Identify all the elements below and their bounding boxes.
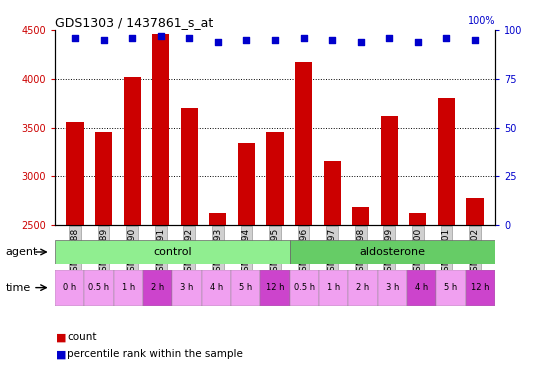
Bar	[67, 122, 84, 375]
Text: 100%: 100%	[468, 16, 495, 26]
Text: 1 h: 1 h	[122, 284, 135, 292]
Bar	[55, 270, 84, 306]
Bar	[352, 207, 369, 375]
Point	[385, 35, 394, 41]
Bar	[210, 213, 227, 375]
Point	[70, 35, 79, 41]
Text: 5 h: 5 h	[239, 284, 252, 292]
Text: time: time	[6, 283, 31, 293]
Text: 2 h: 2 h	[356, 284, 370, 292]
Bar	[55, 240, 290, 264]
Bar	[466, 270, 495, 306]
Text: 1 h: 1 h	[327, 284, 340, 292]
Point	[356, 39, 365, 45]
Bar	[181, 108, 198, 375]
Point	[299, 35, 308, 41]
Text: count: count	[67, 333, 97, 342]
Point	[242, 37, 251, 43]
Bar	[407, 270, 436, 306]
Bar	[152, 34, 169, 375]
Bar	[409, 213, 426, 375]
Text: 3 h: 3 h	[386, 284, 399, 292]
Text: 3 h: 3 h	[180, 284, 194, 292]
Text: 0.5 h: 0.5 h	[294, 284, 315, 292]
Bar	[84, 270, 114, 306]
Text: ■: ■	[56, 350, 67, 359]
Bar	[95, 132, 112, 375]
Bar	[323, 160, 340, 375]
Point	[156, 33, 165, 39]
Text: 4 h: 4 h	[210, 284, 223, 292]
Bar	[295, 62, 312, 375]
Bar	[381, 116, 398, 375]
Bar	[143, 270, 172, 306]
Point	[99, 37, 108, 43]
Text: 0 h: 0 h	[63, 284, 76, 292]
Bar	[266, 132, 284, 375]
Point	[442, 35, 451, 41]
Text: percentile rank within the sample: percentile rank within the sample	[67, 350, 243, 359]
Bar	[466, 198, 483, 375]
Bar	[378, 270, 407, 306]
Bar	[319, 270, 348, 306]
Point	[185, 35, 194, 41]
Bar	[348, 270, 378, 306]
Text: 4 h: 4 h	[415, 284, 428, 292]
Point	[128, 35, 136, 41]
Point	[328, 37, 337, 43]
Point	[414, 39, 422, 45]
Text: 5 h: 5 h	[444, 284, 458, 292]
Bar	[114, 270, 143, 306]
Bar	[438, 98, 455, 375]
Bar	[231, 270, 260, 306]
Text: aldosterone: aldosterone	[359, 247, 425, 257]
Point	[213, 39, 222, 45]
Text: agent: agent	[6, 247, 38, 257]
Text: control: control	[153, 247, 191, 257]
Bar	[290, 270, 319, 306]
Bar	[238, 143, 255, 375]
Bar	[260, 270, 290, 306]
Text: ■: ■	[56, 333, 67, 342]
Text: 0.5 h: 0.5 h	[89, 284, 109, 292]
Bar	[290, 240, 495, 264]
Bar	[202, 270, 231, 306]
Bar	[124, 77, 141, 375]
Bar	[436, 270, 466, 306]
Point	[471, 37, 480, 43]
Bar	[172, 270, 202, 306]
Text: 2 h: 2 h	[151, 284, 164, 292]
Text: GDS1303 / 1437861_s_at: GDS1303 / 1437861_s_at	[55, 16, 213, 29]
Point	[271, 37, 279, 43]
Text: 12 h: 12 h	[471, 284, 490, 292]
Text: 12 h: 12 h	[266, 284, 284, 292]
